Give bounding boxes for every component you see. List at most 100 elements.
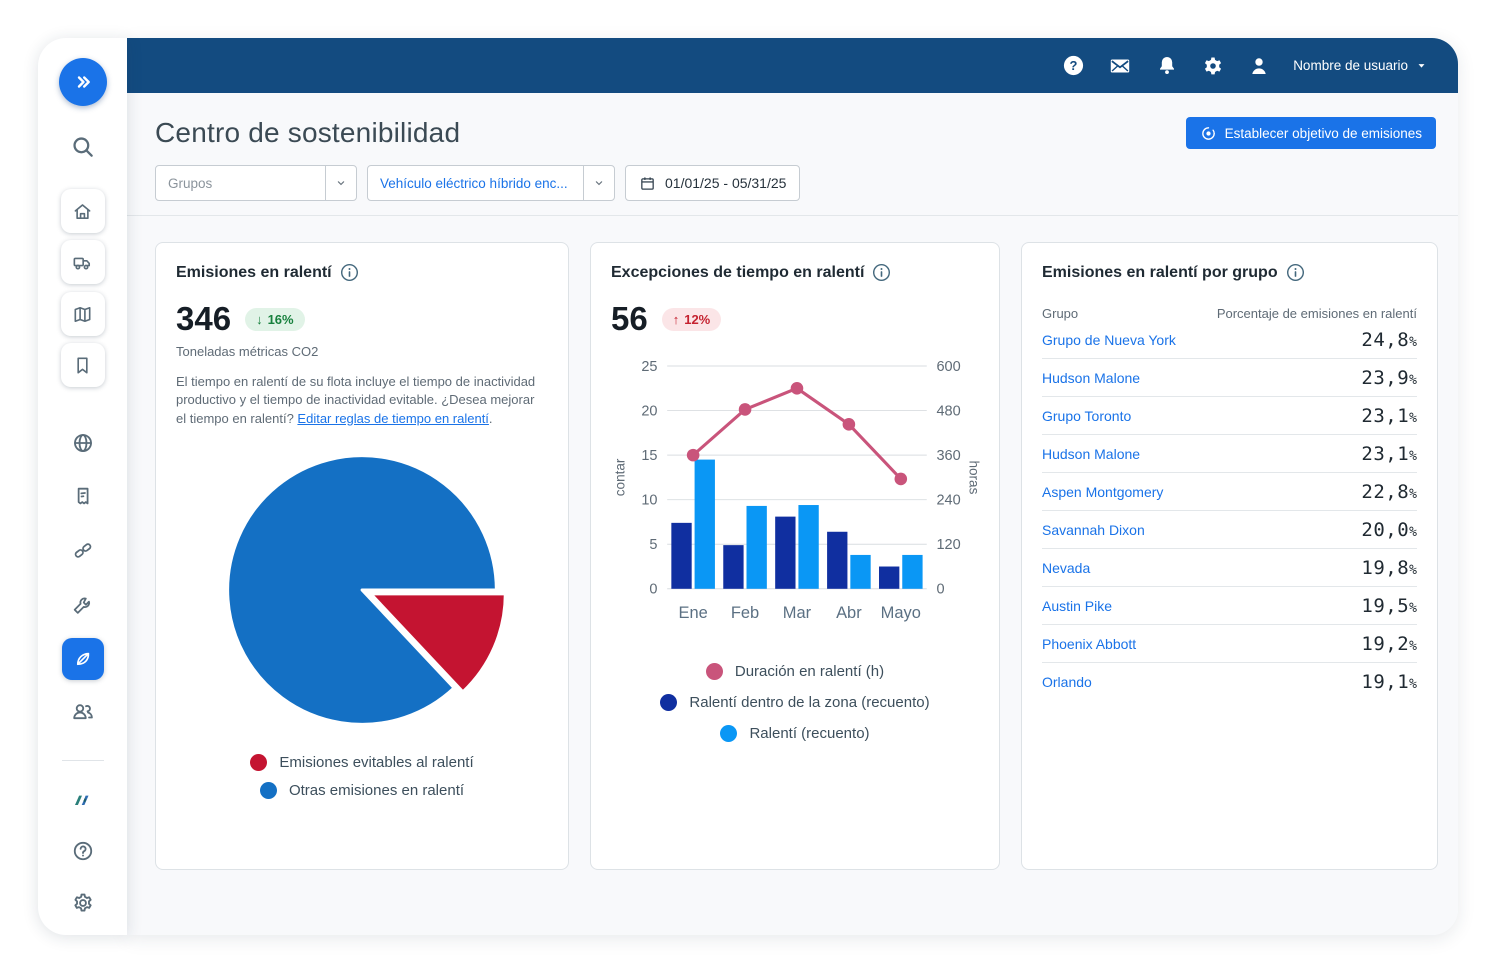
notifications-icon[interactable]: [1155, 54, 1179, 78]
bar: [746, 505, 767, 589]
sidebar-item-sustainability[interactable]: [61, 638, 104, 680]
metric-value: 346: [176, 300, 232, 337]
sidebar-search[interactable]: [70, 134, 96, 160]
svg-text:15: 15: [641, 448, 657, 464]
line-point: [894, 472, 908, 486]
card-description: El tiempo en ralentí de su flota incluye…: [176, 373, 548, 428]
group-percent: 23,1%: [1361, 442, 1417, 465]
main-area: ?: [127, 38, 1458, 935]
user-name: Nombre de usuario: [1293, 58, 1408, 73]
user-menu[interactable]: Nombre de usuario: [1293, 58, 1428, 73]
sidebar-settings[interactable]: [70, 890, 96, 916]
link-suffix: .: [488, 410, 493, 426]
sidebar-item-users[interactable]: [70, 698, 96, 724]
help-icon[interactable]: ?: [1062, 54, 1085, 77]
sidebar-item-documents[interactable]: [70, 484, 95, 509]
groups-filter[interactable]: Grupos: [155, 165, 357, 201]
leaf-icon: [76, 652, 89, 666]
chevron-down-icon: [325, 166, 356, 200]
set-emissions-target-button[interactable]: Establecer objetivo de emisiones: [1185, 117, 1436, 149]
svg-text:contar: contar: [613, 458, 628, 496]
info-icon[interactable]: [872, 263, 891, 282]
group-percent: 19,2%: [1361, 632, 1417, 655]
legend-item: Emisiones evitables al ralentí: [250, 754, 474, 772]
group-percent: 22,8%: [1361, 480, 1417, 503]
legend-dot: [660, 694, 678, 711]
group-link[interactable]: Grupo de Nueva York: [1042, 331, 1176, 348]
arrow-up-icon: ↑: [672, 311, 680, 327]
svg-text:120: 120: [936, 537, 960, 553]
svg-text:Mar: Mar: [783, 604, 812, 622]
pie-slice: [369, 592, 507, 694]
legend-label: Emisiones evitables al ralentí: [279, 754, 474, 772]
svg-text:Abr: Abr: [836, 604, 862, 622]
date-range-value: 01/01/25 - 05/31/25: [665, 175, 787, 191]
line-point: [842, 418, 856, 431]
top-navigation-bar: ?: [127, 38, 1458, 93]
svg-text:25: 25: [641, 359, 657, 375]
line-point: [686, 448, 700, 462]
settings-icon[interactable]: [1201, 54, 1225, 78]
group-link[interactable]: Orlando: [1042, 673, 1092, 690]
svg-text:?: ?: [1070, 58, 1078, 73]
help-icon: [73, 841, 92, 861]
svg-text:600: 600: [936, 359, 960, 375]
bar: [902, 554, 923, 589]
legend-item: Ralentí (recuento): [720, 725, 870, 742]
group-link[interactable]: Grupo Toronto: [1042, 407, 1132, 424]
wrench-icon: [73, 597, 90, 614]
svg-text:240: 240: [936, 493, 960, 509]
group-percent: 19,5%: [1361, 594, 1417, 617]
arrow-down-icon: ↓: [256, 311, 263, 327]
legend-item: Ralentí dentro de la zona (recuento): [660, 694, 930, 711]
table-row: Phoenix Abbott 19,2%: [1042, 625, 1417, 663]
group-link[interactable]: Hudson Malone: [1042, 369, 1141, 386]
sidebar-item-map[interactable]: [60, 292, 105, 336]
bar: [671, 522, 692, 589]
idle-exceptions-card: Excepciones de tiempo en ralentí 56 ↑ 12%…: [590, 242, 1000, 870]
info-icon[interactable]: [340, 263, 359, 282]
set-emissions-target-label: Establecer objetivo de emisiones: [1224, 125, 1422, 141]
edit-idle-rules-link[interactable]: Editar reglas de tiempo en ralentí: [297, 410, 489, 426]
filters-divider: [127, 215, 1458, 216]
sidebar-help[interactable]: [70, 838, 96, 864]
vehicle-type-filter[interactable]: Vehículo eléctrico híbrido enc...: [367, 165, 615, 201]
delta-value: 12%: [684, 311, 711, 327]
chevron-down-icon: [583, 166, 614, 200]
mail-icon[interactable]: [1107, 53, 1133, 79]
info-icon[interactable]: [1286, 263, 1305, 282]
group-link[interactable]: Nevada: [1042, 559, 1091, 576]
bar: [694, 459, 715, 589]
sidebar-item-integrations[interactable]: [70, 538, 95, 563]
filters-row: Grupos Vehículo eléctrico híbrido enc...: [155, 165, 1436, 201]
account-icon[interactable]: [1247, 54, 1271, 78]
group-percent: 19,1%: [1361, 670, 1417, 693]
sidebar-item-maintenance[interactable]: [70, 592, 95, 617]
group-link[interactable]: Hudson Malone: [1042, 445, 1141, 462]
sidebar-item-fleet[interactable]: [60, 240, 105, 284]
group-link[interactable]: Austin Pike: [1042, 597, 1113, 614]
topbar-actions: ?: [1062, 38, 1428, 93]
date-range-picker[interactable]: 01/01/25 - 05/31/25: [625, 165, 801, 201]
sidebar-item-web[interactable]: [70, 430, 96, 456]
idle-by-group-card: Emisiones en ralentí por grupo Grupo Por…: [1021, 242, 1438, 870]
pie-chart: [226, 454, 507, 727]
combo-legend: Duración en ralentí (h) Ralentí dentro de…: [611, 663, 979, 742]
calendar-icon: [641, 176, 654, 190]
line-series: [692, 386, 902, 480]
idle-emissions-card: Emisiones en ralentí 346 ↓ 16% Toneladas …: [155, 242, 569, 870]
legend-dot: [705, 663, 723, 680]
group-link[interactable]: Aspen Montgomery: [1042, 483, 1164, 500]
home-icon: [74, 203, 91, 219]
group-link[interactable]: Phoenix Abbott: [1042, 635, 1137, 652]
sidebar-item-bookmarks[interactable]: [60, 343, 105, 387]
metric-value: 56: [611, 300, 648, 337]
group-percent: 23,9%: [1361, 366, 1417, 389]
group-link[interactable]: Savannah Dixon: [1042, 521, 1145, 538]
sidebar-expand-button[interactable]: [58, 58, 107, 106]
sidebar-item-home[interactable]: [60, 189, 105, 233]
group-percent: 24,8%: [1361, 328, 1417, 351]
receipt-icon: [77, 487, 88, 505]
column-group: Grupo: [1042, 306, 1079, 321]
bar: [798, 505, 819, 589]
